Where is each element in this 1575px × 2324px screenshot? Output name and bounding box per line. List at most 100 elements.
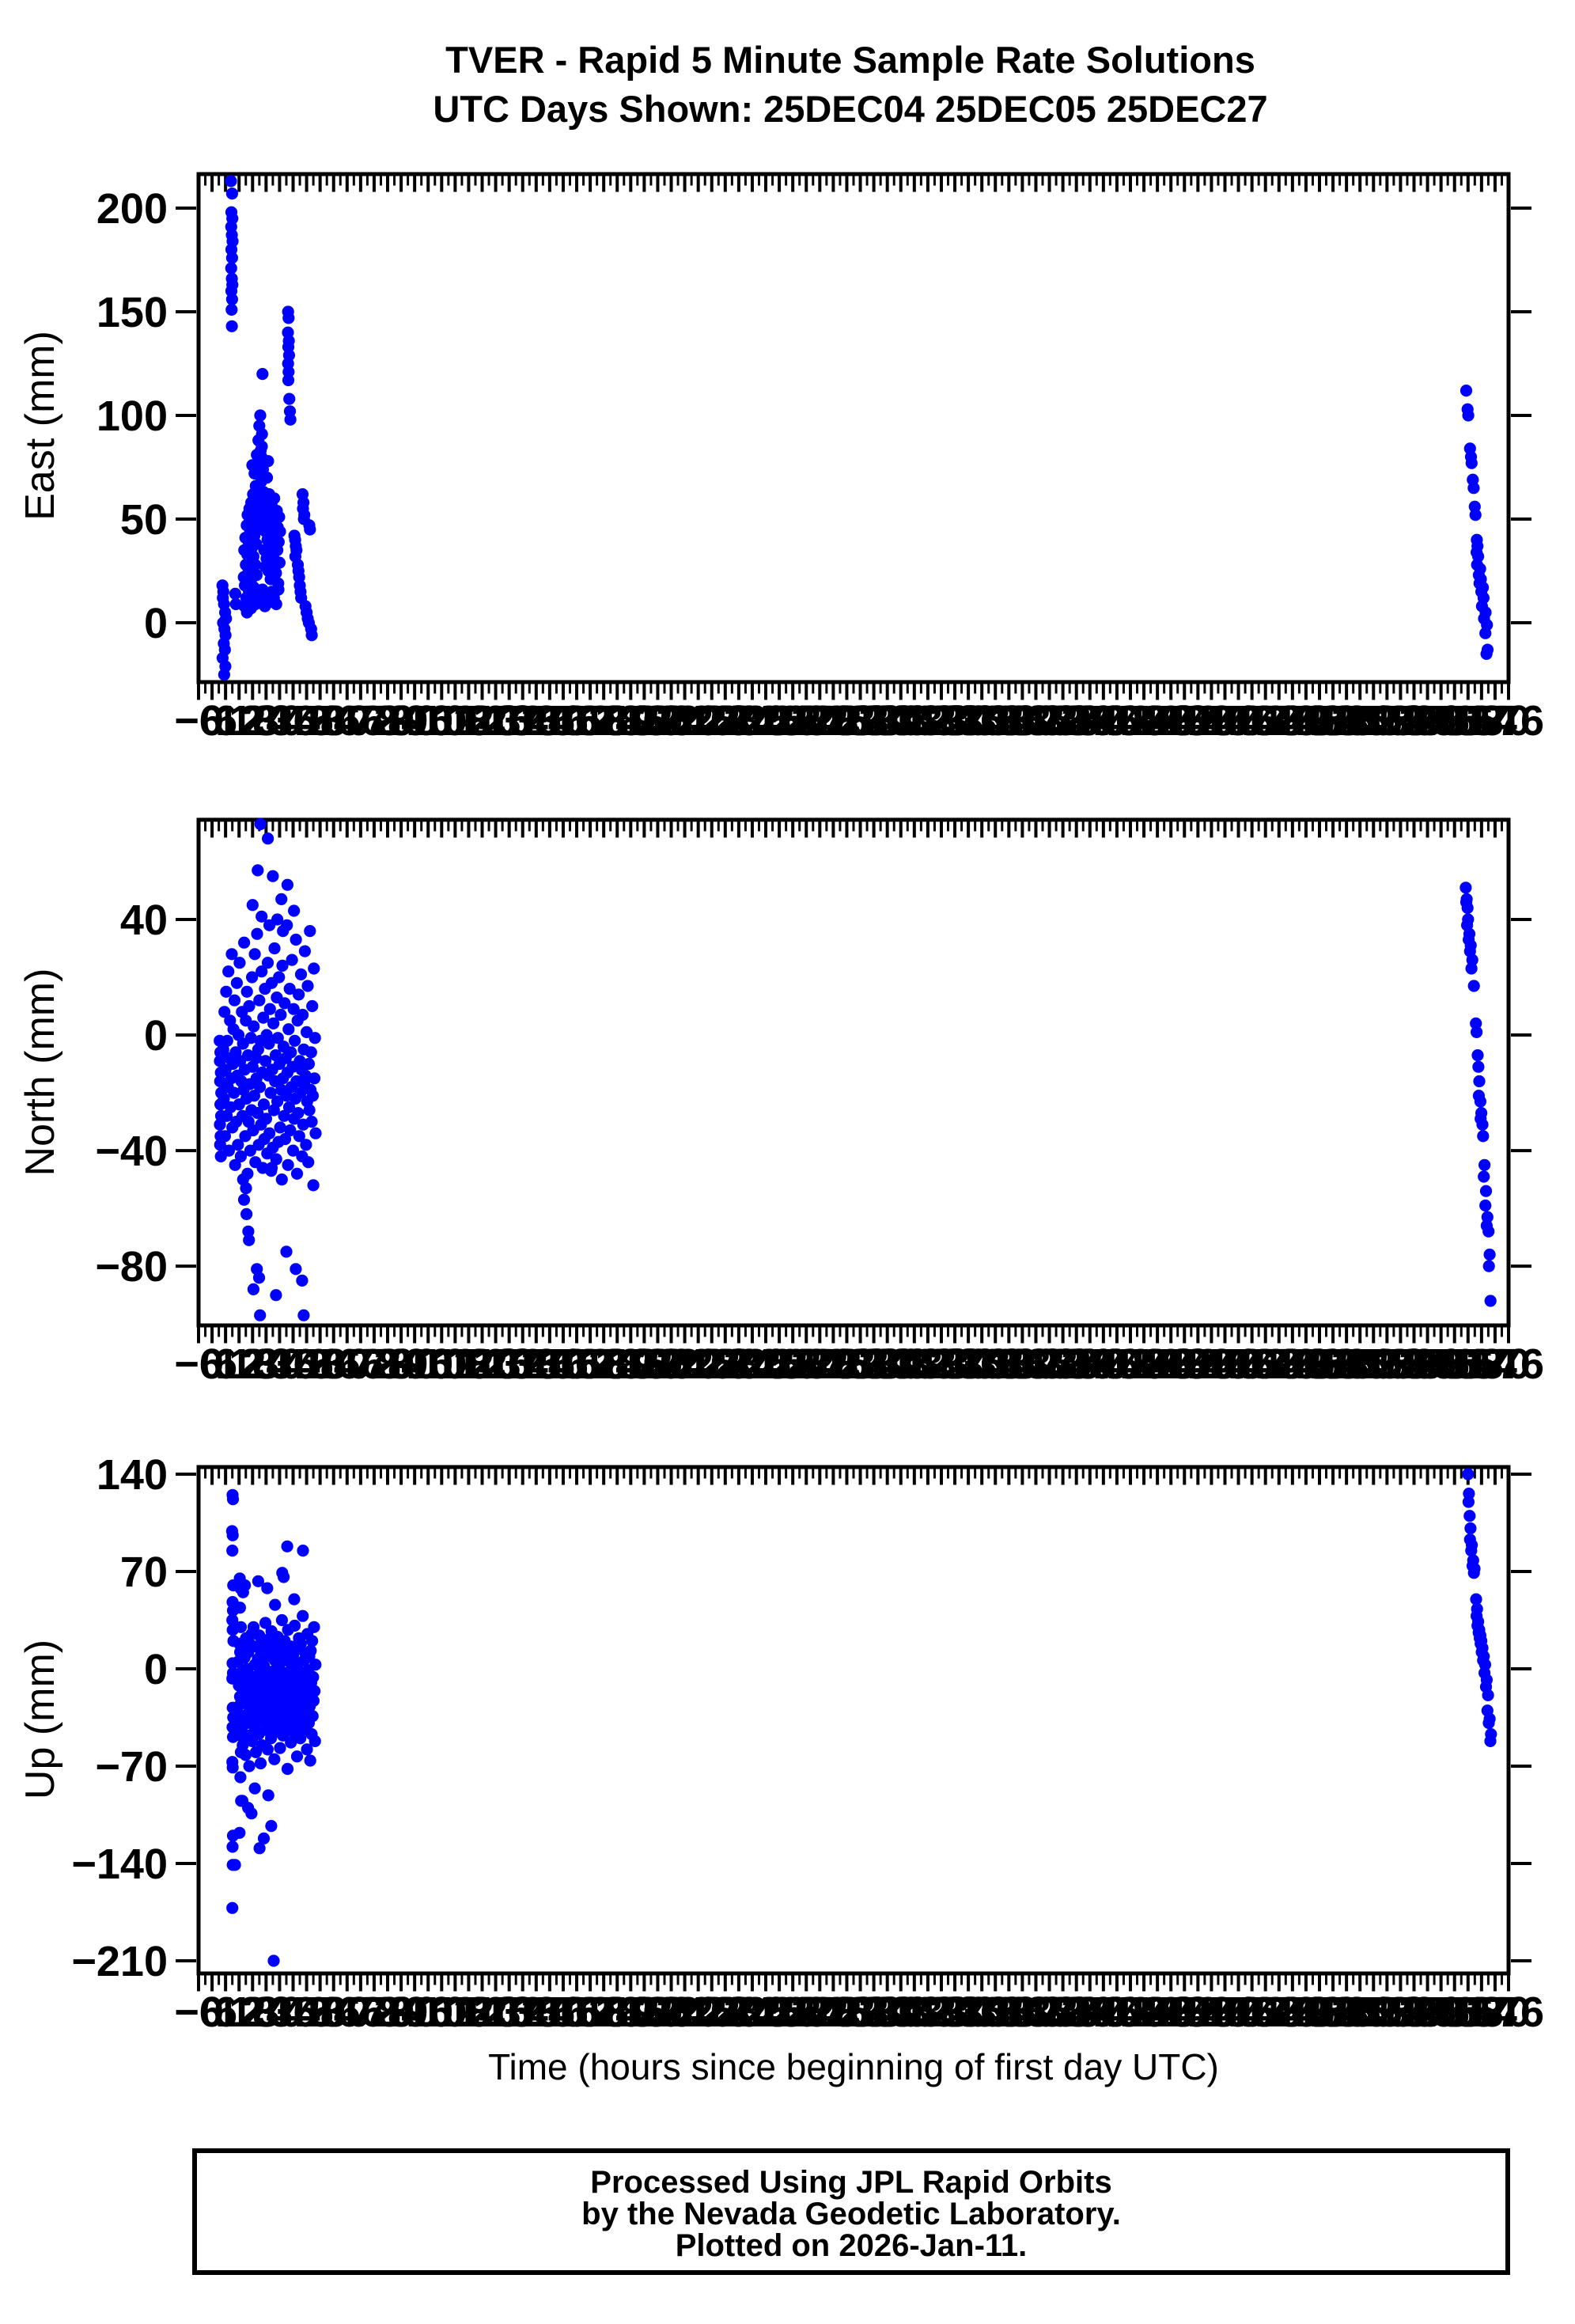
x-tick-label: 354 — [973, 697, 1044, 745]
data-point — [261, 1743, 274, 1756]
x-tick-label: 258 — [757, 1988, 828, 2036]
data-point — [248, 948, 261, 961]
data-point — [228, 994, 241, 1007]
data-point — [249, 559, 262, 571]
x-tick-label: 318 — [892, 1340, 964, 1388]
x-tick-label: 42 — [283, 697, 331, 745]
x-tick-label: 390 — [1054, 1988, 1126, 2036]
x-tick-label: 450 — [1189, 1340, 1260, 1388]
x-tick-label: 42 — [283, 1340, 331, 1388]
data-point — [251, 927, 263, 940]
data-point — [1482, 1689, 1494, 1701]
x-tick-label: 390 — [1054, 1340, 1126, 1388]
data-point — [1482, 1260, 1495, 1272]
x-tick-label: 486 — [1270, 1340, 1342, 1388]
x-tick-label: 576 — [1473, 1340, 1544, 1388]
data-point — [290, 1263, 302, 1276]
x-tick-label: 120 — [446, 1988, 517, 2036]
y-tick-label: 50 — [120, 496, 168, 544]
data-point — [274, 1742, 286, 1754]
data-point — [263, 1003, 276, 1015]
data-point — [234, 1150, 247, 1162]
footer-line-2: by the Nevada Geodetic Laboratory. — [581, 2197, 1121, 2231]
x-tick-label: 246 — [730, 1340, 801, 1388]
x-tick-label: 18 — [229, 1340, 276, 1388]
data-point — [296, 1274, 309, 1287]
x-tick-label: 270 — [784, 1340, 855, 1388]
data-point — [274, 525, 286, 538]
data-point — [309, 1127, 322, 1139]
data-point — [274, 1008, 287, 1022]
x-tick-label: 462 — [1217, 1340, 1288, 1388]
data-point — [288, 1619, 301, 1632]
x-tick-label: 276 — [797, 697, 869, 745]
x-tick-label: 54 — [310, 697, 358, 745]
data-point — [309, 1685, 321, 1697]
data-point — [281, 1762, 294, 1776]
data-point — [259, 1617, 272, 1629]
x-tick-label: 396 — [1068, 697, 1139, 745]
data-point — [306, 1635, 319, 1647]
up-panel: −606121824303642485460667278849096102108… — [71, 1451, 1544, 2036]
x-tick-label: 462 — [1217, 1988, 1288, 2036]
data-point — [238, 936, 251, 949]
y-tick-label: −40 — [95, 1128, 168, 1175]
x-tick-label: 228 — [690, 1988, 761, 2036]
data-point — [293, 1130, 305, 1143]
x-tick-label: 462 — [1217, 697, 1288, 745]
x-tick-label: 318 — [892, 697, 964, 745]
x-tick-label: 408 — [1095, 1340, 1166, 1388]
x-tick-label: 426 — [1135, 1340, 1206, 1388]
x-tick-label: 192 — [608, 1988, 680, 2036]
data-point — [248, 1020, 260, 1033]
x-tick-label: 48 — [297, 1988, 344, 2036]
data-point — [297, 1008, 309, 1022]
east-axis-label: East (mm) — [17, 331, 63, 521]
data-point — [254, 817, 267, 831]
x-tick-label: 324 — [906, 1340, 977, 1388]
y-ticks — [176, 917, 1531, 1268]
data-point — [282, 1023, 295, 1036]
data-point — [1473, 1075, 1486, 1088]
x-tick-label: 216 — [663, 1988, 734, 2036]
data-point — [226, 1901, 239, 1914]
data-point — [222, 1144, 235, 1157]
data-point — [226, 1761, 239, 1774]
x-tick-label: 78 — [364, 1340, 411, 1388]
x-tick-label: 216 — [663, 1340, 734, 1388]
data-point — [290, 1167, 304, 1180]
x-tick-label: 348 — [960, 697, 1031, 745]
x-tick-label: 132 — [474, 1988, 545, 2036]
x-tick-label: 372 — [1013, 1988, 1085, 2036]
data-point — [233, 1826, 246, 1839]
x-tick-label: 204 — [635, 1988, 706, 2036]
data-point — [274, 1121, 286, 1134]
x-tick-label: 288 — [824, 697, 895, 745]
plot-border — [196, 1465, 1511, 1976]
data-point — [287, 1003, 300, 1015]
x-tick-label: 300 — [852, 1340, 923, 1388]
data-point — [260, 472, 274, 484]
x-tick-label: 252 — [744, 1988, 815, 2036]
x-tick-label: 168 — [555, 697, 626, 745]
x-tick-labels: −606121824303642485460667278849096102108… — [174, 1988, 1544, 2036]
x-tick-label: 522 — [1351, 1340, 1422, 1388]
data-point — [267, 1954, 280, 1967]
x-tick-label: 336 — [933, 1988, 1004, 2036]
x-tick-label: 348 — [960, 1340, 1031, 1388]
x-tick-label: 90 — [391, 1340, 438, 1388]
x-tick-label: 102 — [406, 1340, 477, 1388]
data-point — [248, 467, 261, 480]
data-point — [309, 1659, 322, 1671]
x-tick-label: 540 — [1392, 1988, 1463, 2036]
x-tick-label: 114 — [434, 1988, 503, 2036]
data-point — [240, 1207, 253, 1220]
x-tick-label: 498 — [1297, 1340, 1369, 1388]
data-point — [305, 629, 318, 642]
x-tick-label: 576 — [1473, 697, 1544, 745]
x-tick-label: 348 — [960, 1988, 1031, 2036]
x-tick-label: 24 — [242, 1988, 290, 2036]
x-tick-label: 72 — [350, 1988, 398, 2036]
x-tick-label: 246 — [730, 1988, 801, 2036]
